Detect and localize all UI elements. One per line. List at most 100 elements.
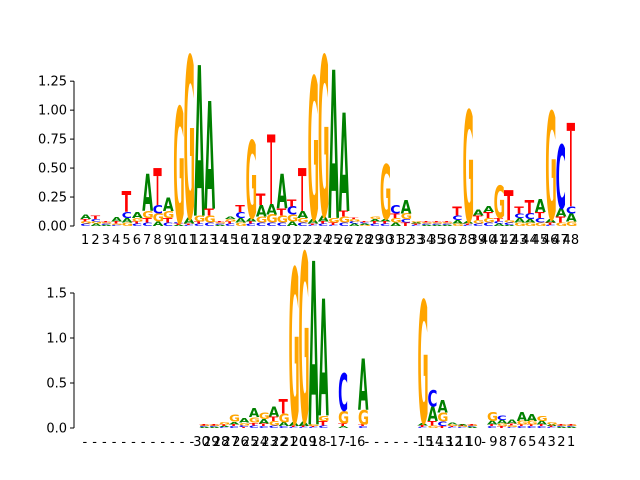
logo-letter-T: T: [349, 218, 359, 220]
x-tick-label: 19: [263, 233, 280, 248]
logo-letter-C: C: [566, 205, 577, 216]
y-tick-label: 0.50: [38, 162, 67, 177]
logo-letter-C: C: [556, 426, 566, 427]
logo-letter-T: T: [566, 424, 576, 425]
logo-letter-C: C: [380, 224, 390, 227]
logo-letter-A: A: [111, 216, 123, 224]
logo-letter-C: C: [289, 427, 299, 428]
x-tick-label: 24: [315, 233, 332, 248]
logo-letter-A: A: [91, 224, 102, 227]
logo-letter-A: A: [184, 216, 195, 226]
logo-letter-T: T: [514, 205, 525, 216]
logo-letter-C: C: [297, 222, 308, 227]
logo-letter-T: T: [163, 217, 173, 225]
logo-letter-T: T: [225, 221, 235, 224]
logo-letter-T: T: [411, 224, 421, 226]
logo-letter-A: A: [225, 217, 236, 220]
logo-letter-C: C: [339, 222, 350, 227]
logo-letter-block-stem: [156, 176, 159, 206]
logo-letter-block-stem: [301, 176, 303, 211]
logo-letter-A: A: [537, 421, 548, 426]
x-tick-label: 42: [501, 233, 518, 248]
x-tick-label: 22: [271, 435, 288, 450]
x-tick-label: -: [481, 435, 486, 450]
logo-letter-A: A: [298, 421, 310, 428]
logo-letter-T: T: [298, 426, 308, 427]
logo-letter-T: T: [259, 423, 269, 427]
logo-letter-G: G: [447, 424, 458, 427]
x-tick-label: 29: [203, 435, 220, 450]
logo-letter-A: A: [132, 210, 143, 220]
logo-letter-A: A: [546, 424, 557, 427]
y-tick-label: 1.5: [46, 287, 67, 302]
logo-letter-T: T: [418, 425, 428, 428]
logo-letter-A: A: [297, 209, 309, 220]
y-tick-label: 0.5: [46, 377, 67, 392]
logo-letter-C: C: [494, 221, 504, 224]
logo-letter-G: G: [184, 13, 196, 271]
logo-letter-G: G: [246, 120, 258, 243]
logo-letter-T: T: [122, 187, 132, 220]
logo-letter-A: A: [556, 427, 567, 428]
logo-letter-T: T: [358, 424, 368, 427]
logo-letter-G: G: [421, 222, 433, 224]
logo-letter-A: A: [427, 402, 437, 425]
x-tick-label: 18: [253, 233, 270, 248]
logo-letter-G: G: [259, 411, 270, 421]
logo-letter-A: A: [483, 204, 494, 214]
logo-letter-A: A: [142, 163, 153, 223]
logo-letter-T: T: [318, 221, 328, 224]
logo-letter-G: G: [527, 421, 538, 426]
logo-letter-G: G: [514, 222, 526, 227]
x-tick-label: 34: [418, 233, 435, 248]
logo-letter-G: G: [91, 221, 103, 224]
y-tick-label: 0.00: [38, 220, 67, 235]
x-tick-label: 47: [552, 233, 569, 248]
logo-letter-C: C: [473, 224, 483, 227]
x-tick-label: 43: [511, 233, 528, 248]
logo-letter-C: C: [235, 210, 245, 220]
logo-letter-A: A: [370, 219, 381, 222]
logo-letter-G: G: [427, 425, 438, 429]
logo-letter-G: G: [358, 406, 369, 429]
x-tick-label: 6: [133, 233, 141, 248]
logo-letter-G: G: [287, 213, 298, 224]
x-tick-label: -: [384, 435, 389, 450]
logo-letter-G: G: [504, 220, 516, 223]
logo-letter-G: G: [101, 222, 113, 224]
logo-letter-A: A: [358, 345, 368, 427]
x-tick-label: -: [365, 435, 370, 450]
logo-letter-G: G: [80, 221, 92, 224]
x-tick-label: 18: [310, 435, 327, 450]
logo-letter-A: A: [463, 221, 474, 224]
x-tick-label: 6: [518, 435, 526, 450]
logo-letter-T: T: [229, 424, 239, 427]
logo-letter-G: G: [525, 222, 537, 227]
x-tick-label: 2: [557, 435, 565, 450]
logo-letter-T: T: [184, 224, 194, 226]
logo-letter-T: T: [545, 222, 555, 225]
logo-letter-C: C: [487, 426, 497, 429]
x-tick-label: 17: [329, 435, 346, 450]
logo-letter-T: T: [497, 426, 507, 429]
logo-letter-G: G: [452, 224, 464, 227]
logo-letter-C: C: [249, 425, 259, 429]
logo-letter-A: A: [380, 219, 391, 222]
logo-letter-G: G: [163, 209, 174, 220]
logo-letter-A: A: [556, 206, 567, 219]
logo-letter-block-stem: [270, 142, 272, 204]
logo-letter-T: T: [308, 224, 318, 226]
logo-letter-C: C: [259, 426, 269, 429]
logo-letter-T: T: [517, 424, 527, 427]
logo-letter-C: C: [194, 224, 204, 227]
logo-letter-C: C: [358, 426, 368, 429]
logo-letter-C: C: [209, 426, 219, 427]
logo-letter-G: G: [546, 421, 557, 425]
logo-letter-A: A: [535, 196, 547, 217]
x-tick-label: 28: [213, 435, 230, 450]
logo-letter-C: C: [463, 225, 473, 227]
logo-letter-G: G: [215, 222, 227, 224]
logo-letter-T: T: [173, 224, 183, 226]
logo-letter-A: A: [525, 218, 537, 223]
y-tick-label: 0.25: [38, 191, 67, 206]
